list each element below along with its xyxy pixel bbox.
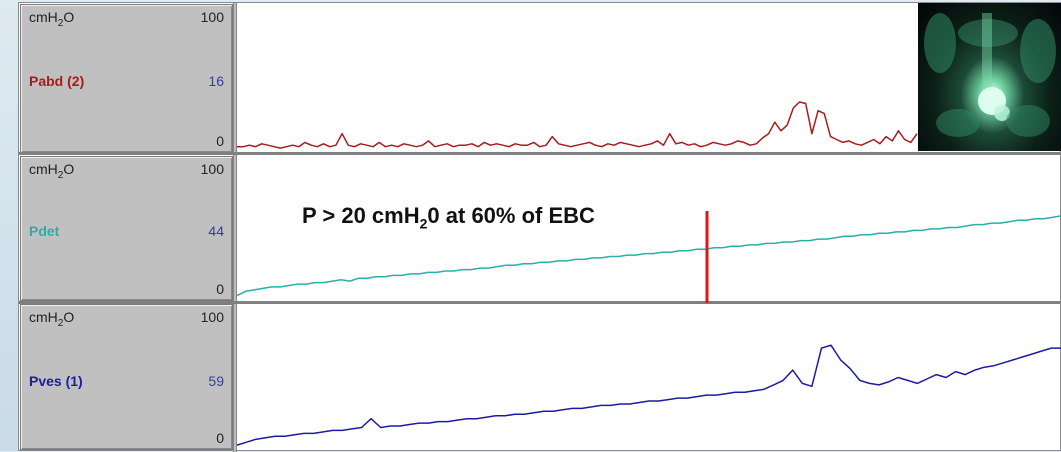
channel-separator-1 [19,152,1061,155]
pabd-current-value: 16 [208,73,224,89]
fluoroscopy-image-graphic [924,13,1056,137]
panel-divider[interactable] [233,3,237,452]
pves-scale-min: 0 [216,430,224,446]
pabd-label-panel: cmH2O 100 Pabd (2) 16 0 [20,4,233,153]
pves-current-value: 59 [208,373,224,389]
pdet-annotation: P > 20 cmH20 at 60% of EBC [302,203,595,232]
pves-unit: cmH2O [29,309,75,329]
pressure-traces [236,101,1061,446]
pabd-channel-name: Pabd (2) [29,73,85,89]
pdet-scale-max: 100 [200,161,224,177]
pves-scale-max: 100 [200,309,224,325]
pdet-label-panel: cmH2O 100 Pdet 44 0 [20,156,233,301]
pdet-channel-name: Pdet [29,223,60,239]
pabd-scale-max: 100 [200,9,224,25]
pabd-unit: cmH2O [29,9,75,29]
pdet-unit: cmH2O [29,161,75,181]
urodynamic-trace-window: cmH2O 100 Pabd (2) 16 0 cmH2O 100 Pdet 4… [18,2,1061,452]
pves-label-panel: cmH2O 100 Pves (1) 59 0 [20,304,233,450]
pves-trace [236,344,1061,446]
channel-separator-2 [19,301,1061,304]
pves-channel-name: Pves (1) [29,373,83,389]
pabd-scale-min: 0 [216,133,224,149]
pdet-trace [236,215,1061,297]
pdet-scale-min: 0 [216,281,224,297]
pabd-trace [237,101,918,149]
pdet-current-value: 44 [208,223,224,239]
fluoroscopy-image [918,3,1061,151]
